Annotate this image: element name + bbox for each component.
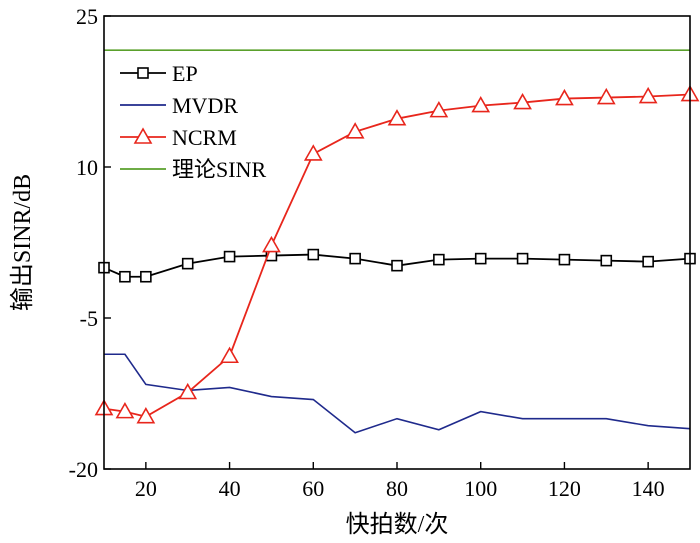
- legend-item-ncrm: NCRM: [120, 125, 237, 150]
- data-point-ep: [433, 253, 445, 266]
- data-point-ncrm: [638, 86, 658, 104]
- legend-item-mvdr: MVDR: [120, 93, 238, 118]
- legend-marker-ep: [137, 67, 149, 79]
- data-point-ncrm: [429, 101, 449, 118]
- x-tick-label: 140: [632, 476, 665, 501]
- y-tick-label: -20: [69, 457, 98, 482]
- data-point-ep: [223, 250, 236, 263]
- data-point-ep: [516, 252, 529, 265]
- x-tick-label: 80: [386, 476, 408, 501]
- series-line-ep: [103, 253, 691, 278]
- data-point-ncrm: [471, 95, 491, 113]
- data-point-ncrm: [178, 382, 198, 400]
- legend-item-theoretical-sinr: 理论SINR: [120, 157, 266, 182]
- data-point-ncrm: [115, 402, 135, 419]
- data-point-ep: [600, 254, 613, 267]
- series-line-ncrm: [103, 93, 691, 418]
- x-axis-title: 快拍数/次: [346, 511, 449, 538]
- legend-label-mvdr: MVDR: [172, 93, 238, 118]
- x-tick-label: 40: [219, 476, 241, 501]
- data-point-ep: [349, 252, 361, 265]
- x-tick-label: 100: [464, 476, 497, 501]
- series-ncrm: [94, 84, 700, 424]
- legend-label-ep: EP: [172, 61, 198, 86]
- y-tick-label: -5: [80, 306, 98, 331]
- data-point-ep: [119, 270, 131, 283]
- x-tick-label: 60: [302, 476, 324, 501]
- series-ep: [98, 248, 696, 283]
- data-point-ep: [642, 255, 654, 268]
- data-point-ncrm: [262, 235, 281, 253]
- legend-marker-ncrm: [133, 127, 153, 144]
- legend-item-ep: EP: [120, 61, 198, 86]
- data-point-ep: [558, 253, 571, 266]
- data-point-ncrm: [387, 109, 407, 126]
- y-axis-title: 输出SINR/dB: [9, 174, 36, 311]
- y-tick-label: 25: [76, 4, 98, 29]
- legend: EP MVDR NCRM 理论SINR: [120, 61, 266, 182]
- x-tick-label: 20: [135, 476, 157, 501]
- data-point-ep: [474, 252, 487, 265]
- data-point-ep: [391, 259, 403, 272]
- data-point-ncrm: [596, 87, 616, 105]
- legend-label-theoretical-sinr: 理论SINR: [172, 157, 266, 182]
- data-point-ep: [307, 248, 320, 261]
- data-point-ncrm: [345, 122, 365, 139]
- data-point-ep: [181, 257, 194, 270]
- data-point-ncrm: [136, 407, 156, 424]
- legend-label-ncrm: NCRM: [172, 125, 237, 150]
- data-point-ncrm: [220, 346, 239, 364]
- series-line-mvdr: [104, 353, 691, 434]
- data-point-ncrm: [303, 144, 323, 161]
- x-tick-label: 120: [548, 476, 581, 501]
- series-mvdr: [104, 353, 691, 434]
- data-point-ncrm: [513, 92, 532, 110]
- y-tick-label: 10: [76, 155, 98, 180]
- data-point-ep: [140, 270, 152, 283]
- data-point-ncrm: [555, 88, 574, 106]
